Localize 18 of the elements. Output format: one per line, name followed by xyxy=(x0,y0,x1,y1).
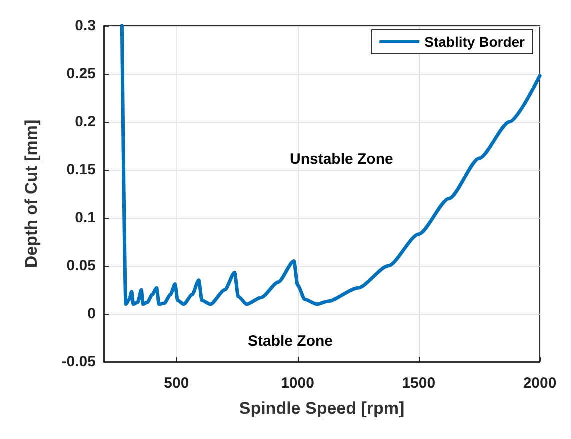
y-tick-label: 0.15 xyxy=(66,162,96,178)
y-axis-title: Depth of Cut [mm] xyxy=(22,120,41,268)
y-tick-label: 0.05 xyxy=(66,258,96,274)
y-tick-label: 0.1 xyxy=(75,210,96,226)
annotation: Unstable Zone xyxy=(290,151,394,168)
x-tick-label: 1500 xyxy=(402,375,436,392)
y-tick-label: 0.3 xyxy=(75,18,96,34)
y-tick-label: 0.2 xyxy=(75,114,96,130)
x-tick-label: 1000 xyxy=(281,375,314,392)
annotation: Stable Zone xyxy=(248,333,334,350)
y-tick-label: 0 xyxy=(88,306,96,322)
x-tick-label: 500 xyxy=(164,375,190,392)
y-tick-label: 0.25 xyxy=(66,66,96,82)
line-series xyxy=(120,24,542,306)
x-tick-label: 2000 xyxy=(523,375,557,392)
y-tick-label: -0.05 xyxy=(62,354,96,370)
legend-label: Stablity Border xyxy=(424,34,526,50)
x-axis-title: Spindle Speed [rpm] xyxy=(239,399,405,418)
